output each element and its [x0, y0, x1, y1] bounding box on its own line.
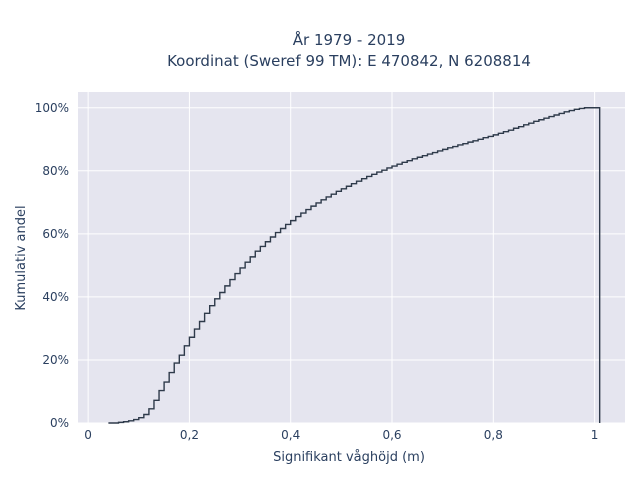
x-tick-label: 0,8 [484, 428, 503, 442]
cumulative-step-line [108, 107, 601, 424]
x-tick-label: 0,6 [382, 428, 401, 442]
y-tick-label: 60% [42, 227, 69, 241]
x-tick-label: 0,2 [180, 428, 199, 442]
x-tick-label: 0,4 [281, 428, 300, 442]
x-axis-title: Signifikant våghöjd (m) [273, 450, 425, 465]
y-tick-label: 100% [35, 101, 69, 115]
chart-title-line-1: År 1979 - 2019 [293, 30, 406, 49]
y-axis-ticks: 0% 20% 40% 60% 80% 100% [35, 101, 69, 430]
y-tick-label: 0% [50, 416, 69, 430]
plot-area [78, 92, 625, 423]
x-tick-label: 0 [84, 428, 92, 442]
chart-title-line-2: Koordinat (Sweref 99 TM): E 470842, N 62… [167, 52, 531, 70]
y-tick-label: 40% [42, 290, 69, 304]
gridlines [78, 92, 625, 424]
y-tick-label: 20% [42, 353, 69, 367]
x-tick-label: 1 [591, 428, 599, 442]
y-axis-title: Kumulativ andel [14, 205, 29, 310]
x-axis-ticks: 0 0,2 0,4 0,6 0,8 1 [84, 428, 598, 442]
y-tick-label: 80% [42, 164, 69, 178]
